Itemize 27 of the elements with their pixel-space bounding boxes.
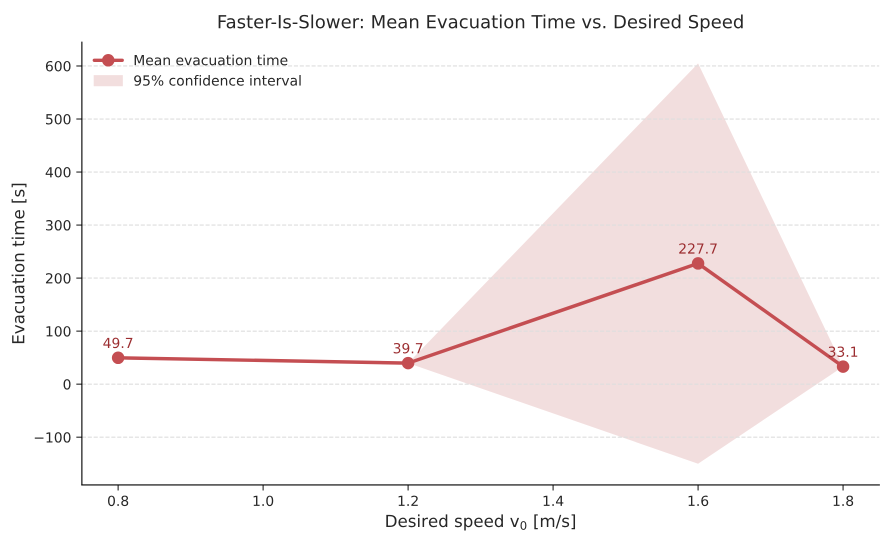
data-label: 33.1 [828, 346, 858, 357]
x-tick-label: 1.6 [688, 496, 708, 506]
y-tick-label: 500 [46, 114, 71, 124]
point [692, 257, 704, 270]
legend-label: Mean evacuation time [134, 54, 288, 66]
y-tick-label: 100 [46, 326, 71, 337]
data-label: 39.7 [394, 342, 422, 354]
legend-label: 95% confidence interval [134, 75, 301, 86]
data-label: 227.7 [679, 243, 717, 254]
y-tick-label: 400 [46, 167, 71, 178]
point [836, 360, 850, 373]
point [402, 356, 414, 370]
point [112, 352, 124, 364]
x-tick-label: 1.8 [834, 496, 854, 506]
y-axis-title: Evacuation time [s] [12, 184, 26, 344]
chart-title: Faster-Is-Slower: Mean Evacuation Time vs. Desired Speed [218, 14, 743, 32]
y-tick-label: 300 [46, 220, 71, 231]
y-tick-label: 600 [46, 60, 71, 72]
x-tick-label: 1.2 [398, 496, 418, 506]
x-tick-label: 0.8 [108, 496, 128, 506]
y-tick-label: −100 [34, 432, 71, 443]
x-tick-label: 1.0 [254, 496, 274, 506]
data-label: 49.7 [103, 338, 132, 348]
x-axis-title: Desired speed v$_{0}$ [m/s] [386, 514, 576, 530]
x-tick-label: 1.4 [544, 496, 564, 506]
y-tick-label: 200 [46, 273, 71, 284]
y-tick-label: 0 [64, 379, 71, 390]
